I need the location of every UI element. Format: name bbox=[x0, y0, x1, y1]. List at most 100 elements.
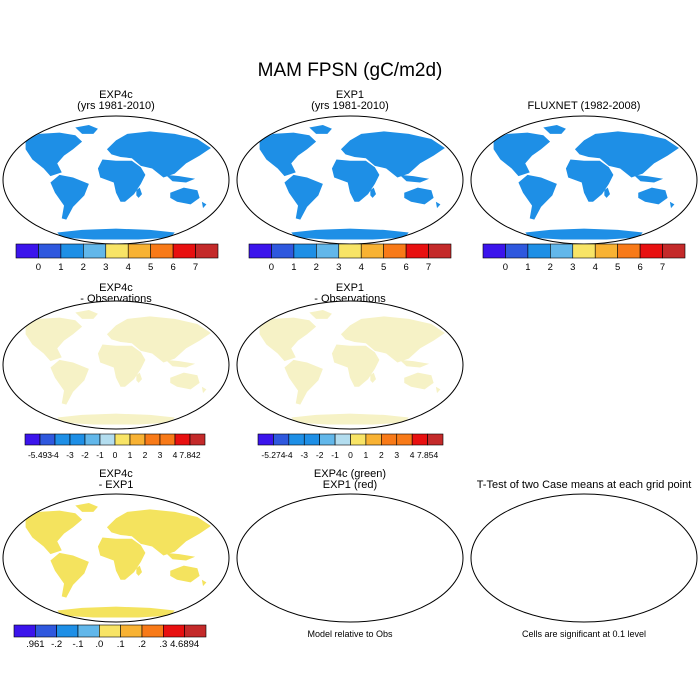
colorbar-box bbox=[381, 433, 398, 446]
colorbar-label: 0 bbox=[503, 262, 508, 273]
map-border bbox=[236, 493, 464, 623]
colorbar-box bbox=[38, 243, 62, 259]
colorbar-label: 7 bbox=[660, 262, 665, 273]
map-land bbox=[259, 502, 445, 618]
colorbar-box bbox=[24, 433, 41, 446]
colorbar-box bbox=[84, 433, 101, 446]
colorbar-box bbox=[411, 433, 428, 446]
colorbar-label: -5.274 bbox=[261, 450, 285, 460]
panel-6: EXP4c- EXP1 .961 -.2 -.1 .0 .1 .2 .3 4.6894 bbox=[2, 468, 230, 650]
colorbar-box bbox=[257, 433, 274, 446]
colorbar-box bbox=[172, 243, 196, 259]
panel-title: EXP1 bbox=[336, 282, 364, 294]
map-border bbox=[470, 493, 698, 623]
colorbar-box bbox=[60, 243, 84, 259]
colorbar-box bbox=[482, 243, 506, 259]
colorbar-label: 3 bbox=[336, 262, 341, 273]
colorbar-label: -4 bbox=[285, 450, 293, 460]
colorbar-label: 5 bbox=[381, 262, 386, 273]
colorbar-label: 4.6894 bbox=[170, 639, 199, 650]
colorbar-label: 6 bbox=[170, 262, 175, 273]
colorbar-box bbox=[288, 433, 305, 446]
colorbar-label: 6 bbox=[637, 262, 642, 273]
colorbar-label: 4 bbox=[126, 262, 131, 273]
colorbar: -5.274 -4 -3 -2 -1 0 1 2 3 4 7.854 bbox=[257, 433, 444, 460]
colorbar-box bbox=[316, 243, 340, 259]
colorbar-box bbox=[505, 243, 529, 259]
colorbar-label: 4 bbox=[410, 450, 415, 460]
colorbar-box bbox=[159, 433, 176, 446]
colorbar-box bbox=[105, 243, 129, 259]
panel-title: T-Test of two Case means at each grid po… bbox=[477, 479, 692, 491]
panel-8: T-Test of two Case means at each grid po… bbox=[470, 479, 698, 639]
colorbar-label: -.2 bbox=[51, 639, 62, 650]
colorbar-label: 3 bbox=[103, 262, 108, 273]
colorbar-box bbox=[338, 243, 362, 259]
colorbar-box bbox=[365, 433, 382, 446]
colorbar-box bbox=[189, 433, 206, 446]
colorbar-label: 3 bbox=[158, 450, 163, 460]
colorbar-label: 0 bbox=[113, 450, 118, 460]
colorbar-label: 7.854 bbox=[417, 450, 439, 460]
panel-subtitle: (yrs 1981-2010) bbox=[311, 100, 389, 112]
colorbar-label: 1 bbox=[58, 262, 63, 273]
panel-subtitle: - EXP1 bbox=[99, 479, 134, 491]
colorbar-label: 0 bbox=[36, 262, 41, 273]
colorbar-label: -5.493 bbox=[28, 450, 52, 460]
colorbar-box bbox=[13, 624, 36, 638]
colorbar-box bbox=[334, 433, 351, 446]
colorbar-label: -4 bbox=[51, 450, 59, 460]
colorbar-box bbox=[114, 433, 131, 446]
colorbar-box bbox=[39, 433, 56, 446]
colorbar-box bbox=[360, 243, 384, 259]
colorbar-label: -1 bbox=[331, 450, 339, 460]
map-land bbox=[25, 124, 211, 240]
panel-subtitle: EXP1 (red) bbox=[323, 479, 377, 491]
colorbar-box bbox=[77, 624, 100, 638]
colorbar-box bbox=[293, 243, 317, 259]
colorbar-label: .1 bbox=[117, 639, 125, 650]
colorbar: 0 1 2 3 4 5 6 7 bbox=[248, 243, 452, 273]
colorbar-box bbox=[396, 433, 413, 446]
colorbar-label: -3 bbox=[300, 450, 308, 460]
colorbar-label: 7.842 bbox=[179, 450, 201, 460]
colorbar-label: -.1 bbox=[72, 639, 83, 650]
colorbar: .961 -.2 -.1 .0 .1 .2 .3 4.6894 bbox=[13, 624, 207, 650]
panel-title: EXP4c (green) bbox=[314, 468, 386, 480]
colorbar-label: 3 bbox=[394, 450, 399, 460]
colorbar-label: 2 bbox=[81, 262, 86, 273]
panel-title: FLUXNET (1982-2008) bbox=[528, 100, 641, 112]
colorbar-box bbox=[141, 624, 164, 638]
colorbar-box bbox=[639, 243, 663, 259]
colorbar-label: .3 bbox=[159, 639, 167, 650]
map-land bbox=[259, 309, 445, 425]
colorbar-box bbox=[195, 243, 219, 259]
colorbar: -5.493 -4 -3 -2 -1 0 1 2 3 4 7.842 bbox=[24, 433, 206, 460]
colorbar-label: 2 bbox=[314, 262, 319, 273]
map-land bbox=[493, 502, 679, 618]
colorbar-box bbox=[129, 433, 146, 446]
colorbar-box bbox=[527, 243, 551, 259]
colorbar-box bbox=[550, 243, 574, 259]
colorbar-box bbox=[303, 433, 320, 446]
map-border bbox=[2, 300, 230, 430]
colorbar-label: -2 bbox=[316, 450, 324, 460]
panel-3: FLUXNET (1982-2008) 0 1 2 3 4 5 6 7 bbox=[470, 100, 698, 273]
colorbar-box bbox=[662, 243, 686, 259]
colorbar-label: 7 bbox=[426, 262, 431, 273]
colorbar-label: 0 bbox=[348, 450, 353, 460]
colorbar-box bbox=[35, 624, 57, 638]
colorbar-box bbox=[69, 433, 86, 446]
colorbar-box bbox=[120, 624, 143, 638]
colorbar-box bbox=[99, 433, 116, 446]
colorbar-box bbox=[271, 243, 295, 259]
colorbar-box bbox=[174, 433, 191, 446]
colorbar-label: 3 bbox=[570, 262, 575, 273]
panel-title: EXP4c bbox=[99, 89, 133, 101]
colorbar-label: 4 bbox=[173, 450, 178, 460]
map-border bbox=[236, 300, 464, 430]
panel-footer: Model relative to Obs bbox=[307, 629, 393, 639]
colorbar-box bbox=[144, 433, 161, 446]
